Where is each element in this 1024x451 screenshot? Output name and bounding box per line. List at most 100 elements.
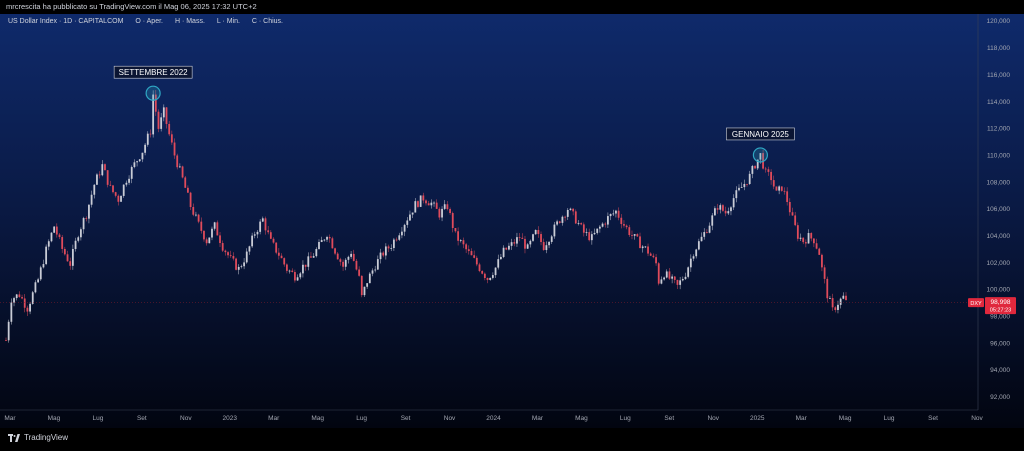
candle-body [652,255,655,258]
candle-body [219,235,221,244]
price-axis[interactable]: 92,000 94,000 96,000 98,000 100,000 102,000 10… [987,18,1011,401]
candle-body [548,241,550,246]
candle-body [655,257,657,264]
time-tick-label: Mag [311,415,324,422]
candle-body [203,230,205,240]
candle-body [181,166,184,178]
candle-body [336,253,339,260]
candle-body [211,228,213,238]
candle-body [775,186,778,191]
candle-body [114,192,117,196]
candle-body [454,227,457,232]
candle-body [368,273,371,284]
candle-body [128,178,130,183]
candle-body [636,234,639,237]
candle-body [342,261,344,267]
candle-body [457,231,460,241]
candle-body [414,201,417,213]
candle-body [323,239,326,241]
time-tick-label: Set [664,415,674,422]
price-tick-label: 114,000 [987,99,1010,106]
candle-body [767,169,770,172]
candle-body [695,249,698,257]
candle-body [764,168,767,170]
candle-body [756,159,759,169]
candle-body [69,261,72,266]
candle-body [398,235,401,240]
candle-body [802,237,805,243]
candle-body [104,164,106,171]
candle-body [77,237,80,241]
candle-body [623,224,625,226]
publish-bar: mrcrescita ha pubblicato su TradingView.… [0,0,1024,14]
candle-body [545,245,548,251]
candle-body [157,111,160,129]
tradingview-brand[interactable]: TradingView [8,433,68,442]
symbol-label[interactable]: US Dollar Index · 1D · CAPITALCOM [8,18,124,25]
candle-body [387,246,390,249]
price-tick-label: 104,000 [987,233,1011,240]
candle-body [722,205,724,211]
candle-body [382,252,385,256]
time-tick-label: Set [137,415,147,422]
annotation-box[interactable] [726,127,795,141]
candle-body [497,259,500,268]
candle-body [10,302,13,322]
candle-body [625,225,628,228]
candle-body [705,232,708,233]
candle-body [320,240,323,243]
candle-body [256,231,259,235]
candle-body [53,226,56,233]
candle-body [829,298,831,299]
candle-body [170,134,173,143]
symbol-legend[interactable]: US Dollar Index · 1D · CAPITALCOM O · Ap… [8,18,293,25]
candle-body [422,195,425,201]
candle-body [47,241,50,247]
candle-body [451,213,454,228]
candle-body [189,192,192,208]
candle-body [607,216,609,225]
candle-body [561,216,564,223]
candle-body [473,255,476,258]
candle-body [639,236,641,249]
time-tick-label: Mar [532,415,544,422]
candle-body [604,223,607,225]
candle-body [772,180,775,187]
annotation-label: SETTEMBRE 2022 [119,68,188,77]
candle-body [379,252,382,260]
candle-body [93,184,96,195]
candle-body [37,279,40,283]
candle-body [221,243,224,251]
candle-body [294,272,296,281]
price-tick-label: 92,000 [990,394,1010,401]
time-tick-label: Mag [48,415,61,422]
candle-body [837,304,839,310]
time-tick-label: Mar [796,415,808,422]
candle-body [200,221,203,231]
candle-body [275,242,278,253]
annotation-box[interactable] [113,65,193,79]
time-axis[interactable]: Mar Mag Lug Set Nov 2023 Mar Mag Lug Set Nov 2024 Ma… [4,415,983,422]
candle-body [296,277,299,281]
candle-body [21,297,23,299]
candle-body [746,183,748,185]
candle-body [136,161,138,163]
candle-body [85,218,88,219]
candle-body [668,271,671,279]
candle-body [580,223,583,225]
candle-body [101,164,104,176]
candle-body [243,262,245,267]
candle-body [483,273,486,278]
time-tick-label: Mar [268,415,280,422]
price-tick-label: 110,000 [987,152,1010,159]
candle-body [748,173,751,185]
candle-body [443,204,446,209]
candle-body [39,267,42,280]
candle-body [23,298,26,308]
candle-body [716,208,719,210]
candle-body [446,204,449,210]
candle-body [117,195,120,202]
candle-body [684,276,687,279]
